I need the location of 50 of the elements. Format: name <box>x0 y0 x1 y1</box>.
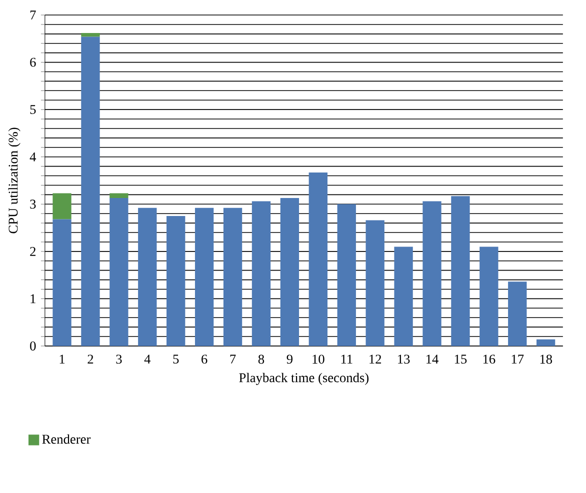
bar <box>138 208 157 346</box>
x-tick-label: 9 <box>286 354 292 364</box>
y-tick-label: 3 <box>30 200 36 209</box>
bar <box>451 196 470 346</box>
x-tick-label: 8 <box>258 354 264 364</box>
x-tick-label: 4 <box>144 354 151 364</box>
x-tick-label: 16 <box>483 354 496 364</box>
x-tick-label: 18 <box>540 354 552 364</box>
x-tick-label: 5 <box>173 354 179 364</box>
bar <box>223 208 242 346</box>
x-tick-label: 12 <box>370 354 382 364</box>
y-tick-label: 4 <box>30 152 36 162</box>
bar <box>194 208 214 346</box>
x-axis-title: Playback time (seconds) <box>239 372 369 385</box>
bar <box>308 172 328 346</box>
x-tick-label: 11 <box>341 354 352 364</box>
bar <box>422 201 442 346</box>
y-tick-label: 0 <box>30 341 36 350</box>
bar <box>52 193 72 220</box>
y-tick-label: 7 <box>30 10 36 20</box>
bar <box>366 220 384 346</box>
y-tick-label: 6 <box>30 58 36 67</box>
x-tick-label: 17 <box>512 354 524 364</box>
bar <box>536 339 556 346</box>
y-tick-label: 1 <box>30 294 36 304</box>
bar <box>252 201 271 346</box>
y-tick-label: 5 <box>30 105 36 114</box>
x-tick-label: 13 <box>398 354 410 364</box>
bar <box>110 198 128 346</box>
x-tick-label: 1 <box>60 354 65 364</box>
bar <box>52 219 72 346</box>
bar <box>394 246 413 346</box>
x-tick-label: 10 <box>312 354 324 364</box>
legend-label: Renderer <box>42 434 91 444</box>
x-tick-label: 3 <box>116 354 122 364</box>
y-tick-label: 2 <box>30 247 36 256</box>
x-tick-label: 6 <box>202 354 208 364</box>
x-tick-label: 2 <box>88 354 94 364</box>
bar <box>337 204 356 346</box>
bar <box>280 198 300 346</box>
bar <box>110 193 128 198</box>
bar <box>480 246 498 346</box>
bar <box>81 36 100 346</box>
y-axis-title: CPU utilization (%) <box>8 128 20 234</box>
bar <box>81 32 100 37</box>
bar <box>166 216 186 346</box>
x-tick-label: 15 <box>454 354 467 364</box>
bar <box>508 282 527 346</box>
x-tick-label: 7 <box>230 354 236 364</box>
x-tick-label: 14 <box>426 354 438 364</box>
